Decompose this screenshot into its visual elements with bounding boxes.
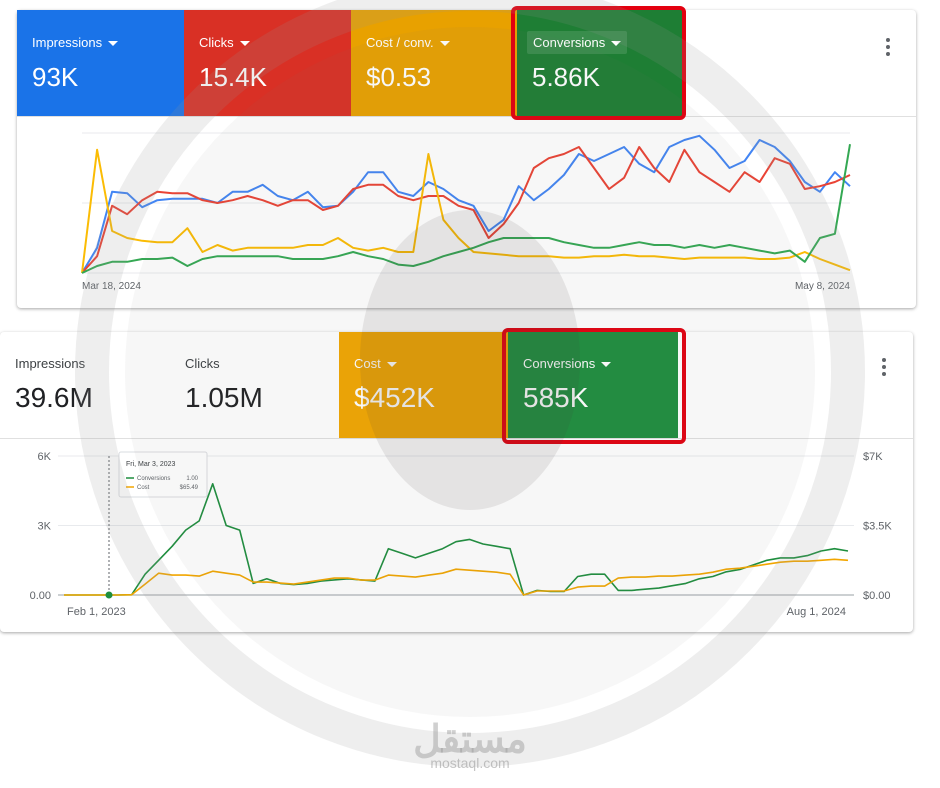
tooltip-date: Fri, Mar 3, 2023 xyxy=(126,461,176,468)
divider xyxy=(17,116,916,117)
tile-cost-per-conv-value: $0.53 xyxy=(366,62,432,92)
series-line-conversions xyxy=(64,482,849,596)
y-right-tick-label: $3.5K xyxy=(863,521,892,533)
highlight-frame xyxy=(511,6,686,120)
tile-clicks-value: 15.4K xyxy=(199,62,267,92)
hover-point xyxy=(105,591,113,599)
tile-impressions-label[interactable]: Impressions xyxy=(32,35,119,50)
caret-down-icon xyxy=(439,41,450,47)
tile-conversions-2-label[interactable]: Conversions xyxy=(523,356,612,371)
tile-impressions-2-value: 39.6M xyxy=(15,382,93,413)
bottom-line-chart: 0.00 $0.00 3K $3.5K 6K $7K Fri, Mar 3, 2023 C… xyxy=(30,451,893,618)
series-line-cost xyxy=(64,558,849,596)
highlight-frame xyxy=(502,328,686,444)
caret-down-icon xyxy=(601,362,612,368)
tile-clicks-2-label[interactable]: Clicks xyxy=(185,356,220,371)
x-start-label: Feb 1, 2023 xyxy=(67,606,126,618)
tile-impressions-value: 93K xyxy=(32,62,79,92)
y-left-tick-label: 6K xyxy=(38,451,52,463)
caret-down-icon xyxy=(611,41,622,47)
bottom-performance-card: Impressions 39.6M Clicks 1.05M Cost $452… xyxy=(0,332,913,632)
tile-clicks[interactable]: Clicks 15.4K xyxy=(184,10,351,116)
caret-down-icon xyxy=(386,362,397,368)
tile-conversions-2-value: 585K xyxy=(523,382,589,413)
series-line-clicks xyxy=(81,146,851,274)
tile-conversions-2[interactable]: Conversions 585K xyxy=(508,332,678,438)
tooltip-row-value: 1.00 xyxy=(186,476,198,482)
tile-impressions-2-label[interactable]: Impressions xyxy=(15,356,86,371)
tile-clicks-2[interactable]: Clicks 1.05M xyxy=(170,332,339,438)
more-options-icon[interactable] xyxy=(882,358,886,379)
top-line-chart: Mar 18, 2024 May 8, 2024 xyxy=(81,132,851,292)
y-right-tick-label: $0.00 xyxy=(863,590,891,602)
y-left-tick-label: 0.00 xyxy=(30,590,51,602)
series-line-cost-conv- xyxy=(81,148,851,274)
x-end-label: May 8, 2024 xyxy=(795,281,850,292)
tile-impressions-2[interactable]: Impressions 39.6M xyxy=(0,332,170,438)
series-line-conversions xyxy=(81,144,851,274)
tile-cost-per-conv-label[interactable]: Cost / conv. xyxy=(366,35,450,50)
more-options-icon[interactable] xyxy=(886,38,890,59)
watermark-arabic: مستقل xyxy=(413,719,527,761)
tile-cost-2-value: $452K xyxy=(354,382,435,413)
tile-conversions-value: 5.86K xyxy=(532,62,600,92)
caret-down-icon xyxy=(108,41,119,47)
series-line-impressions xyxy=(81,134,851,274)
tile-cost-2[interactable]: Cost $452K xyxy=(339,332,508,438)
tooltip-row-label: Conversions xyxy=(137,476,170,482)
watermark-latin: mostaql.com xyxy=(430,755,509,771)
tile-impressions[interactable]: Impressions 93K xyxy=(17,10,184,116)
x-start-label: Mar 18, 2024 xyxy=(82,281,141,292)
tile-clicks-2-value: 1.05M xyxy=(185,382,263,413)
tile-cost-2-label[interactable]: Cost xyxy=(354,356,397,371)
x-end-label: Aug 1, 2024 xyxy=(787,606,846,618)
tile-conversions-label[interactable]: Conversions xyxy=(527,31,628,54)
y-right-tick-label: $7K xyxy=(863,451,883,463)
tooltip-row-value: $65.49 xyxy=(180,485,199,491)
tooltip-row-label: Cost xyxy=(137,485,150,491)
y-left-tick-label: 3K xyxy=(38,521,52,533)
tile-conversions[interactable]: Conversions 5.86K xyxy=(517,10,683,116)
tile-cost-per-conv[interactable]: Cost / conv. $0.53 xyxy=(351,10,517,116)
top-performance-card: Impressions 93K Clicks 15.4K Cost / conv… xyxy=(17,10,916,308)
caret-down-icon xyxy=(239,41,250,47)
tile-clicks-label[interactable]: Clicks xyxy=(199,35,250,50)
divider xyxy=(0,438,913,439)
tooltip: Fri, Mar 3, 2023 Conversions 1.00 Cost $… xyxy=(118,451,208,498)
